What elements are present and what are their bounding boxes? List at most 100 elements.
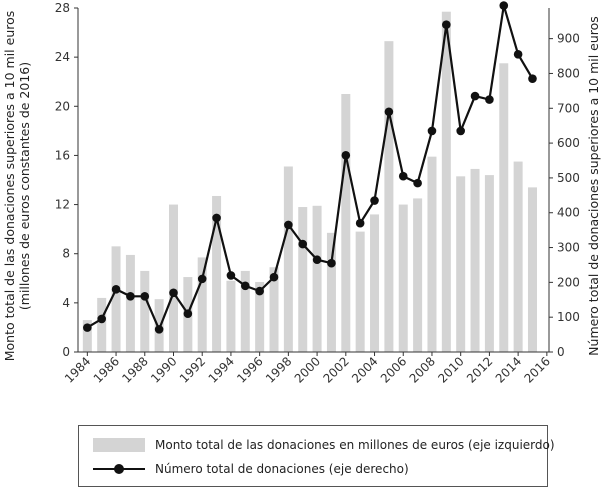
axes (77, 8, 550, 353)
legend-line-label: Número total de donaciones (eje derecho) (155, 462, 409, 476)
left-tick-label: 28 (55, 1, 70, 15)
line-point (83, 323, 92, 332)
bar (398, 204, 408, 352)
legend-bar-label: Monto total de las donaciones en millone… (155, 438, 555, 452)
bar (269, 267, 279, 352)
line-point (183, 309, 193, 319)
bar (97, 297, 107, 352)
legend-item-line: Número total de donaciones (eje derecho) (93, 462, 409, 476)
legend-bar-swatch (93, 438, 145, 452)
bar (312, 205, 322, 352)
line-point (442, 20, 451, 30)
bar (82, 320, 92, 352)
line-point (240, 281, 250, 291)
x-tick-label: 2012 (464, 354, 495, 385)
line-point (413, 178, 422, 188)
line-point (269, 272, 279, 282)
x-tick-label: 2016 (521, 354, 552, 385)
line-point (427, 126, 437, 136)
bar (226, 280, 236, 352)
x-tick-label: 2004 (349, 354, 380, 385)
x-tick-label: 2014 (493, 354, 524, 385)
line-point (485, 95, 494, 104)
line-point (284, 220, 293, 230)
line-point (97, 314, 106, 324)
left-tick-label: 0 (62, 345, 70, 359)
right-tick-label: 400 (557, 206, 580, 220)
right-tick-label: 800 (557, 66, 580, 80)
legend-item-bar: Monto total de las donaciones en millone… (93, 438, 555, 452)
bar (140, 270, 150, 352)
bar (125, 254, 135, 352)
bar (384, 41, 394, 353)
bar (326, 232, 336, 352)
bar (355, 231, 365, 352)
right-tick-label: 200 (557, 275, 580, 289)
left-axis-title-line-1: Monto total de las donaciones superiores… (2, 11, 32, 362)
bar (470, 168, 480, 352)
left-tick-label: 4 (62, 296, 70, 310)
line-series (83, 1, 537, 334)
bar (255, 281, 265, 352)
line-point (528, 74, 537, 83)
line-point (255, 286, 264, 296)
right-axis-title: Número total de donaciones superiores a … (586, 16, 601, 356)
line-point (226, 271, 236, 280)
line-point (169, 288, 178, 298)
line-point (212, 213, 221, 223)
bar (441, 11, 451, 353)
line-point (111, 285, 121, 294)
x-tick-label: 2000 (292, 354, 323, 385)
x-tick-label: 2008 (407, 354, 438, 385)
right-tick-label: 700 (557, 101, 580, 115)
x-tick-label: 1988 (119, 354, 150, 385)
legend-line-swatch (93, 462, 145, 476)
line-point (327, 258, 336, 268)
x-tick-label: 2006 (378, 354, 409, 385)
bar (456, 176, 466, 352)
bar (212, 195, 222, 352)
bar (111, 246, 121, 352)
left-tick-label: 8 (62, 247, 70, 261)
right-tick-label: 300 (557, 241, 580, 255)
bar (168, 204, 178, 352)
bar (527, 187, 537, 352)
right-tick-label: 900 (557, 32, 580, 46)
x-tick-label: 1996 (234, 354, 265, 385)
line-point (154, 325, 164, 334)
line-point (298, 239, 308, 249)
line-point (384, 107, 394, 117)
bar (240, 270, 250, 352)
bar (427, 156, 437, 352)
bar (283, 166, 293, 352)
left-tick-label: 24 (55, 50, 70, 64)
legend: Monto total de las donaciones en millone… (78, 425, 555, 487)
bar (197, 257, 207, 352)
right-tick-label: 600 (557, 136, 580, 150)
right-tick-label: 100 (557, 310, 580, 324)
line-point (456, 126, 465, 136)
right-tick-label: 0 (557, 345, 565, 359)
bar (484, 175, 494, 352)
line-point (355, 218, 365, 228)
x-tick-label: 1998 (263, 354, 294, 385)
x-tick-label: 2010 (435, 354, 466, 385)
line-point (140, 291, 150, 301)
line-point (312, 255, 322, 265)
line-point (398, 171, 408, 181)
right-tick-label: 500 (557, 171, 580, 185)
x-tick-label: 1990 (148, 354, 179, 385)
left-tick-label: 16 (55, 148, 70, 162)
bar (298, 207, 308, 352)
line-point (370, 196, 379, 205)
combo-chart: 0 4 8 12 16 20 24 28 0 100 200 300 400 500 600 700 800 90… (2, 1, 601, 386)
bar (499, 63, 509, 353)
line-point (341, 150, 351, 160)
line-point (513, 50, 523, 59)
x-tick-label: 1986 (91, 354, 122, 385)
bar-series (82, 11, 537, 353)
left-tick-label: 20 (55, 99, 70, 113)
line-point (197, 274, 207, 284)
series-line (86, 4, 534, 331)
x-tick-label: 1994 (206, 354, 237, 385)
